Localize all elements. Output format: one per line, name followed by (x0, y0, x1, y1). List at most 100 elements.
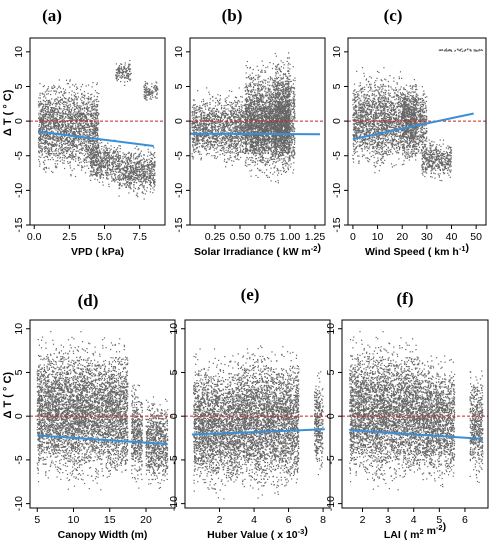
scatter-point (97, 158, 98, 159)
scatter-point (113, 180, 114, 181)
scatter-point (101, 142, 102, 143)
scatter-point (92, 146, 93, 147)
scatter-point (149, 168, 150, 169)
scatter-point (234, 138, 235, 139)
scatter-point (198, 109, 199, 110)
scatter-point (208, 137, 209, 138)
scatter-point (48, 109, 49, 110)
scatter-point (62, 131, 63, 132)
scatter-point (84, 150, 85, 151)
scatter-point (99, 143, 100, 144)
scatter-point (89, 98, 90, 99)
scatter-point (264, 104, 265, 105)
scatter-point (100, 153, 101, 154)
scatter-point (79, 111, 80, 112)
scatter-point (136, 172, 137, 173)
scatter-point (234, 100, 235, 101)
scatter-point (194, 114, 195, 115)
scatter-point (131, 166, 132, 167)
scatter-point (106, 149, 107, 150)
scatter-point (110, 158, 111, 159)
scatter-point (86, 98, 87, 99)
scatter-point (44, 129, 45, 130)
scatter-point (136, 182, 137, 183)
scatter-point (81, 162, 82, 163)
scatter-point (101, 166, 102, 167)
scatter-point (206, 87, 207, 88)
scatter-point (217, 122, 218, 123)
scatter-point (39, 166, 40, 167)
scatter-point (44, 126, 45, 127)
scatter-point (40, 127, 41, 128)
scatter-point (120, 77, 121, 78)
scatter-point (48, 117, 49, 118)
scatter-point (71, 153, 72, 154)
scatter-point (66, 126, 67, 127)
scatter-point (237, 109, 238, 110)
scatter-point (46, 167, 47, 168)
scatter-point (194, 107, 195, 108)
scatter-point (61, 152, 62, 153)
scatter-point (123, 183, 124, 184)
scatter-point (71, 94, 72, 95)
scatter-point (138, 155, 139, 156)
scatter-point (38, 105, 39, 106)
scatter-point (126, 186, 127, 187)
scatter-point (236, 112, 237, 113)
scatter-point (45, 91, 46, 92)
scatter-point (87, 124, 88, 125)
scatter-point (95, 174, 96, 175)
scatter-point (74, 115, 75, 116)
scatter-point (70, 147, 71, 148)
scatter-point (45, 97, 46, 98)
scatter-point (132, 176, 133, 177)
scatter-point (98, 114, 99, 115)
scatter-point (212, 109, 213, 110)
scatter-point (55, 149, 56, 150)
scatter-point (135, 158, 136, 159)
scatter-point (95, 135, 96, 136)
scatter-point (74, 133, 75, 134)
scatter-point (144, 92, 145, 93)
scatter-point (81, 165, 82, 166)
scatter-point (128, 164, 129, 165)
scatter-point (94, 157, 95, 158)
scatter-point (121, 172, 122, 173)
scatter-point (146, 100, 147, 101)
scatter-point (86, 134, 87, 135)
scatter-point (39, 161, 40, 162)
scatter-point (113, 178, 114, 179)
scatter-point (117, 68, 118, 69)
scatter-point (93, 112, 94, 113)
scatter-point (92, 165, 93, 166)
scatter-point (84, 110, 85, 111)
scatter-point (94, 103, 95, 104)
scatter-point (45, 143, 46, 144)
scatter-point (206, 145, 207, 146)
scatter-point (215, 141, 216, 142)
scatter-point (240, 96, 241, 97)
scatter-point (90, 104, 91, 105)
scatter-point (206, 142, 207, 143)
scatter-point (131, 73, 132, 74)
scatter-point (64, 155, 65, 156)
scatter-point (70, 167, 71, 168)
scatter-point (119, 71, 120, 72)
scatter-point (108, 154, 109, 155)
scatter-point (77, 124, 78, 125)
scatter-point (54, 91, 55, 92)
scatter-point (53, 103, 54, 104)
scatter-point (85, 154, 86, 155)
scatter-point (141, 167, 142, 168)
scatter-point (88, 146, 89, 147)
scatter-point (72, 170, 73, 171)
scatter-point (130, 186, 131, 187)
scatter-point (110, 170, 111, 171)
scatter-point (102, 160, 103, 161)
scatter-point (133, 190, 134, 191)
scatter-point (202, 110, 203, 111)
scatter-point (94, 150, 95, 151)
scatter-point (46, 153, 47, 154)
scatter-point (228, 95, 229, 96)
scatter-point (54, 122, 55, 123)
